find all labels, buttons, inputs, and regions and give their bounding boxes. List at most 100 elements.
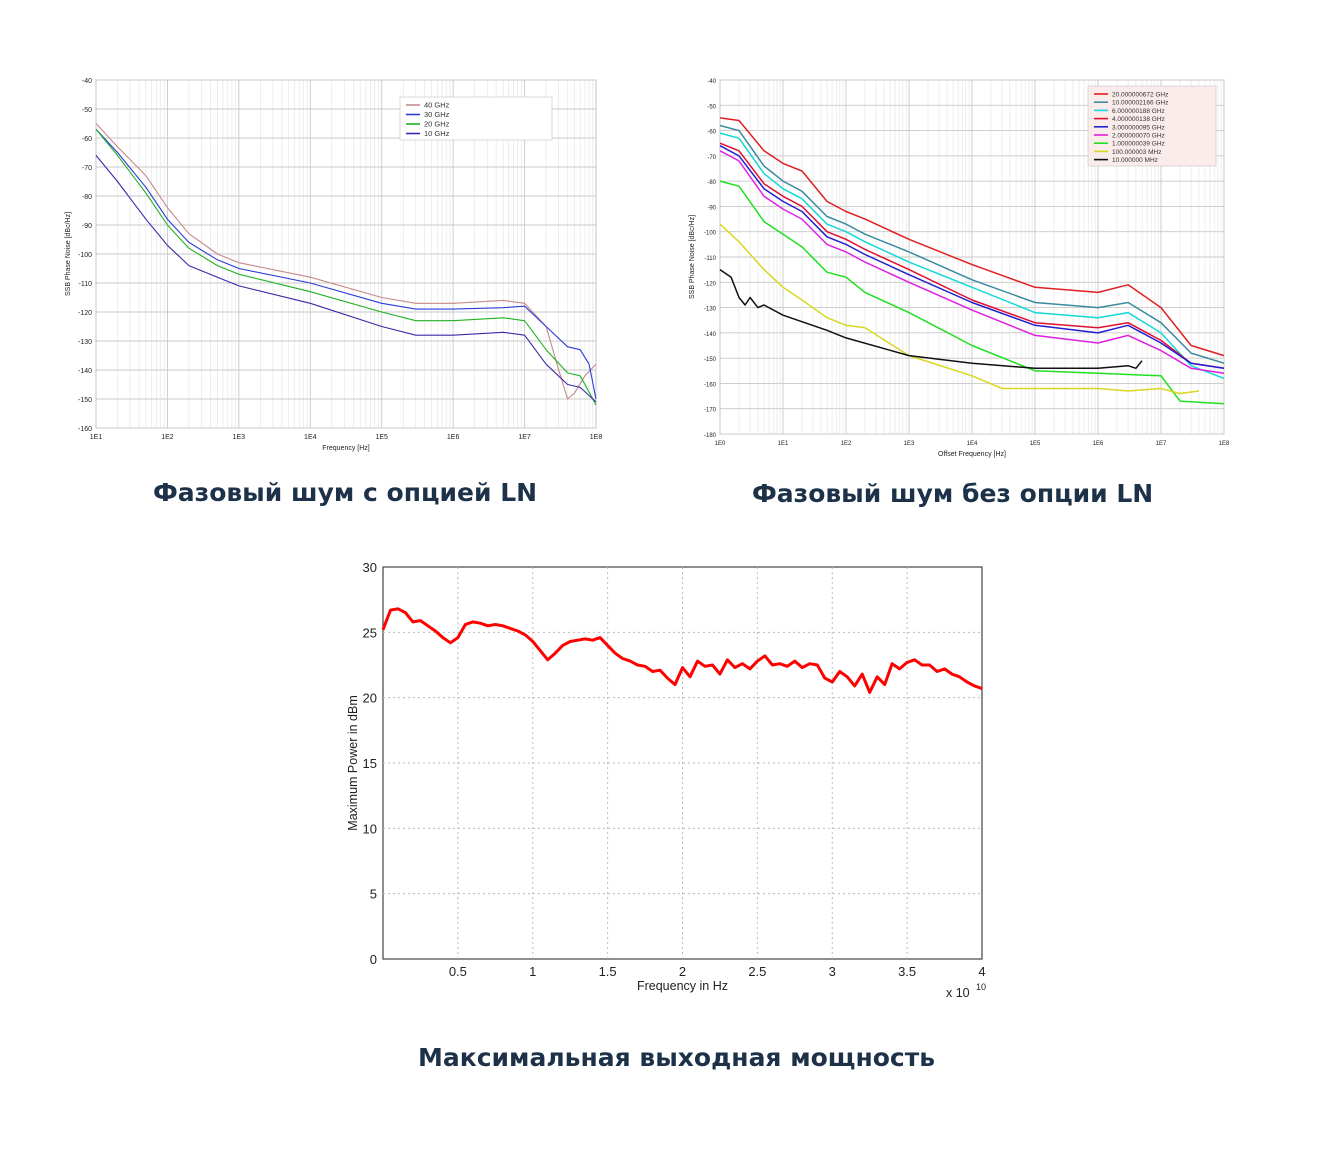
legend-entry: 20 GHz: [424, 120, 450, 129]
phase-noise-no-ln-svg: 1E0 1E1 1E2 1E3 1E4 1E5 1E6 1E7 1E8 -40 -50 -60 -70 -…: [689, 79, 1230, 458]
legend-entry: 20.000000672 GHz: [1112, 92, 1168, 99]
x-tick-label: 3.5: [898, 964, 916, 979]
x-axis-label: Offset Frequency [Hz]: [938, 451, 1006, 458]
y-tick-label: -150: [78, 397, 92, 404]
y-tick-label: -60: [707, 130, 716, 136]
legend-entry: 100.000003 MHz: [1112, 149, 1162, 156]
y-tick-label: -140: [704, 332, 717, 338]
y-tick-label: -80: [82, 194, 92, 201]
max-output-power-svg: 0.5 1 1.5 2 2.5 3 3.5 4 0 5 10 15 20 25 30 Frequency in…: [346, 560, 986, 1000]
x-tick-label: 1E5: [375, 434, 388, 441]
series-line: [95, 123, 597, 400]
x-tick-label: 1E1: [90, 434, 103, 441]
x-tick-label: 1E7: [1156, 441, 1167, 447]
legend-entry: 10 GHz: [424, 129, 450, 138]
series-line: [95, 128, 597, 400]
y-tick-label: -60: [82, 136, 92, 143]
y-tick-label: -90: [82, 223, 92, 230]
legend-box: [399, 96, 553, 141]
y-tick-label: -160: [78, 426, 92, 433]
series-line: [95, 155, 597, 403]
y-tick-label: -100: [704, 231, 717, 237]
legend-entry: 4.000000138 GHz: [1112, 116, 1165, 123]
x-tick-label: 2.5: [748, 964, 766, 979]
x-tick-label: 1E8: [590, 434, 603, 441]
legend-box: [1087, 85, 1217, 167]
caption-phase-noise-ln: Фазовый шум с опцией LN: [153, 478, 538, 507]
x-tick-label: 1E8: [1219, 441, 1230, 447]
y-tick-label: -70: [707, 155, 716, 161]
series-line: [719, 124, 1225, 364]
y-tick-label: -130: [78, 339, 92, 346]
legend-entry: 30 GHz: [424, 110, 450, 119]
x-tick-label: 1E6: [447, 434, 460, 441]
x-exponent-label: x 10: [946, 986, 970, 1000]
y-tick-label: 25: [363, 625, 377, 640]
legend-entry: 10.000002166 GHz: [1112, 100, 1168, 107]
max-output-power-chart: 0.5 1 1.5 2 2.5 3 3.5 4 0 5 10 15 20 25 30 Frequency in…: [282, 532, 1052, 1010]
legend-entry: 6.000000188 GHz: [1112, 108, 1165, 115]
y-tick-label: 20: [363, 691, 377, 706]
x-tick-label: 1E3: [233, 434, 246, 441]
x-tick-label: 1E2: [161, 434, 174, 441]
legend-entry: 10.000000 MHz: [1112, 157, 1158, 164]
y-tick-label: 10: [363, 821, 377, 836]
y-axis-label: SSB Phase Noise [dBc/Hz]: [689, 215, 696, 299]
y-tick-label: -110: [79, 281, 93, 288]
y-tick-label: 15: [363, 756, 377, 771]
x-exponent-power: 10: [976, 982, 986, 992]
y-tick-label: -40: [82, 78, 92, 85]
y-tick-label: -130: [704, 307, 717, 313]
series-line: [95, 128, 597, 406]
series-line: [719, 180, 1225, 405]
y-tick-label: 30: [363, 560, 377, 575]
x-tick-label: 1E4: [304, 434, 317, 441]
x-axis-label: Frequency in Hz: [637, 979, 728, 993]
phase-noise-ln-svg: 1E1 1E2 1E3 1E4 1E5 1E6 1E7 1E8 -40 -50 -60 -70 -80 -…: [65, 78, 603, 452]
x-tick-label: 1E1: [778, 441, 789, 447]
series-line: [719, 145, 1225, 370]
y-tick-label: -140: [78, 368, 92, 375]
y-tick-label: -120: [704, 281, 717, 287]
x-tick-label: 1E0: [715, 441, 726, 447]
x-tick-label: 1.5: [599, 964, 617, 979]
legend-entry: 40 GHz: [424, 101, 450, 110]
x-tick-label: 1E2: [841, 441, 852, 447]
y-tick-label: 0: [370, 952, 377, 967]
y-tick-label: 5: [370, 887, 377, 902]
y-tick-label: -180: [704, 433, 717, 439]
y-tick-label: -40: [707, 79, 716, 85]
x-tick-label: 0.5: [449, 964, 467, 979]
x-axis-label: Frequency [Hz]: [322, 445, 370, 452]
y-tick-label: -120: [78, 310, 92, 317]
y-tick-label: -50: [707, 104, 716, 110]
x-tick-label: 4: [978, 964, 985, 979]
y-tick-label: -150: [704, 357, 717, 363]
series-line: [719, 150, 1225, 375]
y-tick-label: -50: [82, 107, 92, 114]
power-series-line: [381, 607, 983, 694]
x-tick-label: 1E3: [904, 441, 915, 447]
phase-noise-ln-chart: 1E1 1E2 1E3 1E4 1E5 1E6 1E7 1E8 -40 -50 -60 -70 -80 -…: [60, 70, 608, 455]
caption-max-output-power: Максимальная выходная мощность: [418, 1043, 936, 1072]
y-tick-label: -90: [707, 205, 716, 211]
x-tick-label: 2: [679, 964, 686, 979]
y-tick-label: -170: [704, 408, 717, 414]
y-tick-label: -160: [704, 382, 717, 388]
x-tick-label: 1: [529, 964, 536, 979]
y-tick-label: -110: [704, 256, 716, 262]
x-tick-label: 3: [829, 964, 836, 979]
y-tick-label: -70: [82, 165, 92, 172]
series-line: [719, 132, 1225, 380]
phase-noise-no-ln-chart: 1E0 1E1 1E2 1E3 1E4 1E5 1E6 1E7 1E8 -40 -50 -60 -70 -…: [688, 72, 1231, 460]
series-line: [719, 268, 1143, 370]
y-tick-label: -100: [78, 252, 92, 259]
y-axis-label: SSB Phase Noise [dBc/Hz]: [65, 212, 72, 296]
x-tick-label: 1E4: [967, 441, 978, 447]
legend-entry: 1.000000039 GHz: [1112, 141, 1165, 148]
legend-entry: 2.000000070 GHz: [1112, 133, 1165, 140]
caption-phase-noise-no-ln: Фазовый шум без опции LN: [752, 479, 1154, 508]
y-tick-label: -80: [707, 180, 716, 186]
x-tick-label: 1E6: [1093, 441, 1104, 447]
legend-entry: 3.000000095 GHz: [1112, 124, 1165, 131]
